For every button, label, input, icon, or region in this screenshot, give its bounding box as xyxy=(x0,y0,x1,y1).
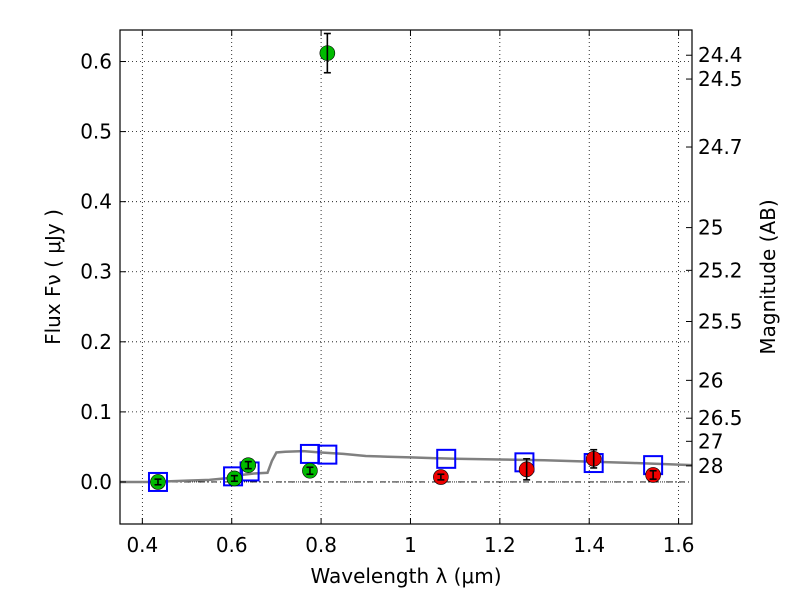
magnitude-tick-label: 25.5 xyxy=(698,309,743,333)
y-tick-label: 0.2 xyxy=(80,330,112,354)
y-tick-label: 0.6 xyxy=(80,50,112,74)
y-tick-label: 0.5 xyxy=(80,120,112,144)
x-axis-label: Wavelength λ (μm) xyxy=(310,564,501,588)
y-axis-label: Flux Fν ( μJy ) xyxy=(41,209,65,345)
axis-ticks: 0.4 0.6 0.8 1 1.2 1.4 1.6 0.0 0.1 0.2 0.3 0.4 0.5 0.6… xyxy=(80,30,743,557)
grid-lines xyxy=(120,30,692,524)
x-tick-label: 0.6 xyxy=(216,533,248,557)
magnitude-tick-label: 25.2 xyxy=(698,258,743,282)
x-tick-label: 0.4 xyxy=(126,533,158,557)
magnitude-tick-label: 24.4 xyxy=(698,43,743,67)
magnitude-tick-label: 27 xyxy=(698,429,723,453)
y-tick-label: 0.3 xyxy=(80,260,112,284)
x-tick-label: 1 xyxy=(404,533,417,557)
x-tick-label: 1.6 xyxy=(663,533,695,557)
magnitude-tick-label: 25 xyxy=(698,216,723,240)
magnitude-tick-label: 26.5 xyxy=(698,406,743,430)
y-tick-label: 0.0 xyxy=(80,470,112,494)
x-tick-label: 1.2 xyxy=(484,533,516,557)
magnitude-tick-label: 24.5 xyxy=(698,67,743,91)
magnitude-tick-label: 28 xyxy=(698,454,723,478)
y-tick-label: 0.1 xyxy=(80,400,112,424)
model-square-point xyxy=(436,448,457,469)
plot-frame xyxy=(119,29,693,525)
magnitude-tick-label: 24.7 xyxy=(698,135,743,159)
model-square-point xyxy=(317,444,338,465)
model-square-point xyxy=(147,471,168,492)
data-points xyxy=(147,32,664,492)
right-axis-label: Magnitude (AB) xyxy=(756,199,780,354)
magnitude-tick-label: 26 xyxy=(698,368,723,392)
x-tick-label: 0.8 xyxy=(305,533,337,557)
y-tick-label: 0.4 xyxy=(80,190,112,214)
x-tick-label: 1.4 xyxy=(573,533,605,557)
